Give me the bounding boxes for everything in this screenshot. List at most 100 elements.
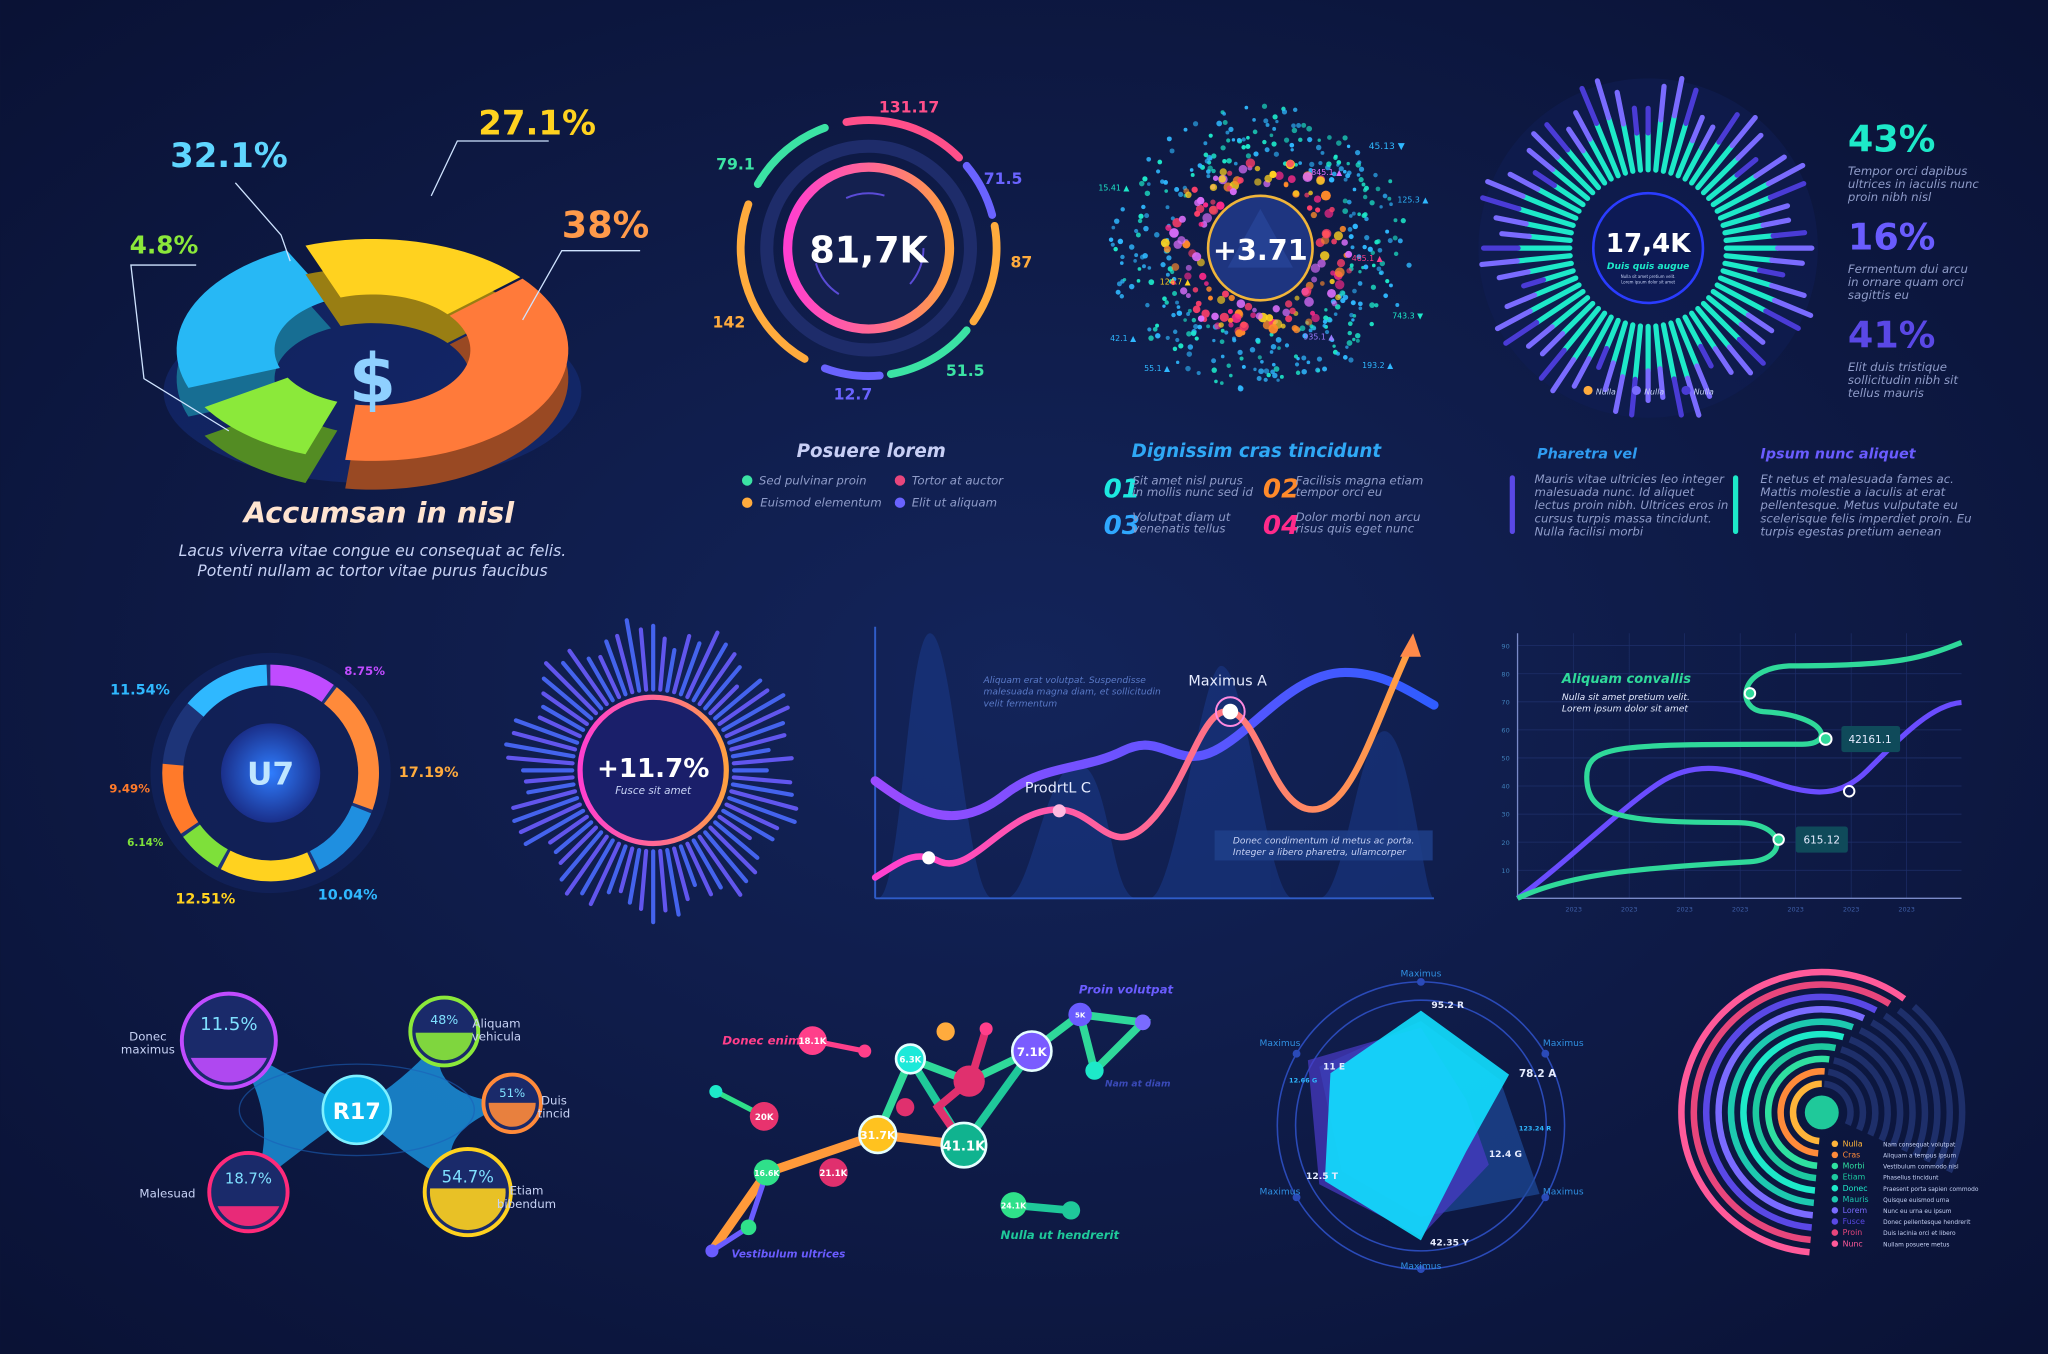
- radial-bar: [1554, 154, 1596, 196]
- dot: [1252, 129, 1258, 135]
- dot: [1197, 163, 1203, 168]
- dot: [1362, 188, 1368, 193]
- sunburst-bar: [703, 665, 742, 711]
- item-text: Sit amet nisl purus: [1132, 473, 1242, 487]
- dot: [1369, 302, 1375, 309]
- dot: [1354, 332, 1361, 339]
- dot: [1352, 288, 1357, 294]
- dot: [1227, 170, 1233, 176]
- ring-label: 12.7: [834, 385, 873, 404]
- dot: [1208, 133, 1213, 138]
- dot: [1236, 138, 1242, 143]
- dot: [1263, 118, 1269, 124]
- sunburst-bar: [717, 814, 752, 841]
- graph-node: [749, 1102, 779, 1131]
- radial-bar-chart: 17,4K Duis quis augue Nulla sit amet pre…: [1478, 75, 1979, 538]
- sunburst-bar: [685, 630, 720, 700]
- dot: [1254, 165, 1261, 172]
- dot: [1175, 337, 1180, 343]
- dot: [1279, 374, 1284, 379]
- dot: [1195, 300, 1202, 307]
- dot: [1291, 127, 1298, 134]
- sunburst-bar: [506, 755, 575, 766]
- radial-bar: [1695, 306, 1733, 350]
- radial-bar: [1759, 203, 1791, 217]
- dot: [1169, 148, 1175, 154]
- dot: [1271, 141, 1277, 147]
- note-title: Pharetra vel: [1537, 446, 1638, 462]
- radar-polygon: [1324, 1010, 1510, 1241]
- dot: [1309, 161, 1315, 167]
- radial-bar: [1594, 78, 1612, 121]
- sunburst-bar-chart: +11.7% Fusce sit amet: [504, 618, 799, 925]
- sunburst-bar: [523, 808, 586, 847]
- donut-slice: [187, 664, 268, 718]
- y-tick-label: 50: [1501, 755, 1509, 763]
- sunburst-bar: [580, 838, 615, 896]
- sunburst-bar: [729, 789, 799, 811]
- minor-node: [936, 1022, 955, 1041]
- dot: [1319, 251, 1330, 261]
- dollar-icon: $: [349, 340, 396, 419]
- radial-bar: [1550, 357, 1577, 394]
- dot: [1393, 218, 1398, 223]
- arc-track: [1823, 1080, 1854, 1126]
- sunburst-bar: [606, 844, 628, 895]
- dot: [1298, 161, 1302, 165]
- arc-track: [1858, 1027, 1916, 1153]
- slice-label: 11.54%: [110, 683, 170, 699]
- y-tick-label: 40: [1501, 783, 1509, 791]
- dot: [1220, 145, 1226, 151]
- note-text: Et netus et malesuada fames ac.: [1760, 472, 1954, 486]
- center-node: [321, 1074, 393, 1146]
- dot: [1211, 312, 1219, 321]
- dot: [1322, 366, 1328, 372]
- dot: [1263, 377, 1268, 382]
- dot: [1185, 264, 1192, 271]
- gauge-fill: [214, 1206, 283, 1227]
- radial-bar: [1760, 217, 1792, 228]
- dot: [1160, 179, 1165, 184]
- data-point: [1842, 785, 1856, 798]
- center-caption: Nulla sit amet pretium velit.: [1621, 274, 1676, 279]
- dot: [1219, 312, 1229, 322]
- dot: [1311, 313, 1320, 323]
- dot: [1219, 381, 1224, 385]
- dot: [1336, 259, 1346, 268]
- sunburst-bar: [731, 756, 794, 766]
- dot: [1393, 251, 1399, 257]
- dot: [1233, 161, 1238, 166]
- legend-text: Phasellus tincidunt: [1883, 1176, 1939, 1182]
- dot: [1389, 202, 1393, 207]
- dot: [1341, 239, 1348, 246]
- graph-node: [894, 1043, 927, 1075]
- radial-bar: [1675, 138, 1696, 179]
- ring-label: 131.17: [879, 97, 939, 116]
- dot: [1329, 206, 1335, 213]
- dot: [1352, 314, 1357, 318]
- legend-dot: [1681, 385, 1691, 395]
- data-point: [922, 851, 936, 865]
- center-label: Duis quis augue: [1607, 262, 1689, 272]
- radial-bar: [1714, 282, 1769, 314]
- donut-slice: [162, 763, 199, 834]
- radial-bar: [1698, 343, 1714, 369]
- sunburst-bar: [708, 825, 758, 875]
- x-tick-label: 2023: [1898, 905, 1915, 913]
- slice: [345, 278, 569, 461]
- dot: [1192, 287, 1199, 293]
- dot: [1348, 214, 1353, 218]
- dot: [1369, 200, 1375, 206]
- radial-bar: [1531, 131, 1560, 160]
- radial-bar: [1525, 260, 1574, 275]
- dot: [1135, 232, 1141, 238]
- y-tick-label: 80: [1501, 670, 1509, 678]
- dot: [1183, 318, 1187, 322]
- dot: [1308, 190, 1313, 196]
- dot: [1317, 259, 1326, 268]
- radial-bar: [1534, 288, 1586, 326]
- slice: [204, 377, 338, 455]
- s-curve-line-chart: 10 20 30 40 50 60 70 80 90 2023 2023 2023 2023 2023 20…: [1501, 633, 1963, 913]
- arc-bar: [1789, 1080, 1822, 1145]
